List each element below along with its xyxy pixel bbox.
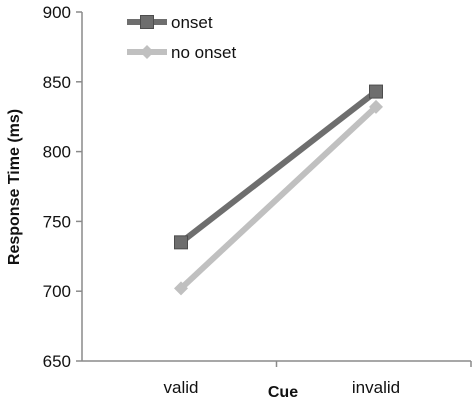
y-axis-title: Response Time (ms)	[6, 109, 23, 265]
series-onset	[174, 84, 383, 250]
legend-label: onset	[171, 13, 213, 32]
series-layer	[174, 84, 383, 296]
y-tick-label: 850	[43, 73, 71, 92]
x-tick-label: invalid	[352, 378, 400, 397]
series-no-onset	[174, 99, 383, 296]
y-tick-label: 750	[43, 212, 71, 231]
y-axis-ticks: 650 700 750 800 850 900	[43, 3, 82, 371]
x-axis-ticks: valid invalid	[164, 361, 472, 397]
data-point	[369, 84, 383, 99]
series-line	[178, 104, 379, 291]
legend-item: no onset	[127, 43, 236, 62]
legend-marker	[140, 15, 154, 29]
data-point	[174, 235, 188, 250]
axes	[81, 12, 471, 362]
legend-label: no onset	[171, 43, 236, 62]
x-tick-label: valid	[164, 378, 199, 397]
y-tick-label: 700	[43, 282, 71, 301]
legend-item: onset	[127, 13, 213, 32]
series-line	[179, 89, 378, 245]
data-point	[369, 99, 383, 114]
y-tick-label: 650	[43, 352, 71, 371]
legend-marker	[140, 45, 154, 59]
y-tick-label: 800	[43, 143, 71, 162]
data-point	[174, 281, 188, 296]
x-axis-title: Cue	[268, 384, 298, 401]
legend: onset no onset	[127, 13, 236, 62]
y-tick-label: 900	[43, 3, 71, 22]
